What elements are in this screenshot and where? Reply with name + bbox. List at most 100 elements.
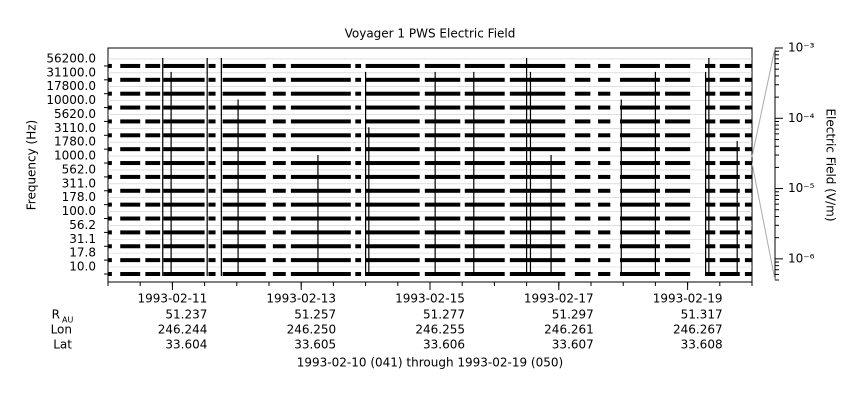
data-band <box>120 77 141 82</box>
data-band <box>598 91 611 96</box>
data-band <box>290 216 351 221</box>
data-band <box>365 77 420 82</box>
data-band <box>163 216 205 221</box>
data-band <box>208 174 216 179</box>
data-band <box>665 174 691 179</box>
data-band <box>120 188 141 193</box>
data-band <box>464 77 505 82</box>
data-band <box>222 147 266 152</box>
data-band <box>145 174 161 179</box>
data-band <box>120 202 141 207</box>
data-band <box>509 63 566 68</box>
data-band <box>222 105 266 110</box>
data-band <box>464 272 505 276</box>
data-band <box>744 272 752 276</box>
data-band <box>355 161 362 166</box>
data-band <box>120 272 141 276</box>
data-band <box>509 77 566 82</box>
data-band <box>598 133 611 138</box>
data-band <box>598 258 611 263</box>
data-band <box>665 216 691 221</box>
data-band <box>163 230 205 235</box>
data-band <box>145 105 161 110</box>
data-band <box>290 147 351 152</box>
data-band <box>665 63 691 68</box>
data-band <box>208 188 216 193</box>
data-band <box>290 174 351 179</box>
data-band <box>509 230 566 235</box>
y2-tick-label: 10⁻³ <box>788 41 815 55</box>
data-band <box>290 230 351 235</box>
data-band <box>272 105 286 110</box>
data-band <box>222 258 266 263</box>
data-band <box>574 147 591 152</box>
data-band <box>719 147 740 152</box>
data-band <box>464 188 505 193</box>
data-band <box>108 91 112 96</box>
y2-tick-label: 10⁻⁴ <box>788 111 815 125</box>
ephemeris-value: 33.604 <box>165 338 207 352</box>
data-band <box>574 105 591 110</box>
data-band <box>355 202 362 207</box>
data-band <box>108 147 112 152</box>
data-band <box>424 244 461 249</box>
data-band <box>719 91 740 96</box>
data-band <box>619 202 660 207</box>
ephemeris-value: 51.237 <box>165 308 207 322</box>
data-band <box>719 230 740 235</box>
connector <box>751 162 776 281</box>
data-band <box>744 244 752 249</box>
data-band <box>665 230 691 235</box>
data-band <box>424 91 461 96</box>
data-band <box>509 147 566 152</box>
data-band <box>574 202 591 207</box>
data-band <box>665 119 691 124</box>
data-band <box>272 91 286 96</box>
data-band <box>222 174 266 179</box>
data-band <box>108 174 112 179</box>
ephemeris-value: 51.257 <box>294 308 336 322</box>
data-band <box>619 161 660 166</box>
data-band <box>719 258 740 263</box>
data-band <box>163 272 205 276</box>
data-band <box>619 119 660 124</box>
data-band <box>163 119 205 124</box>
data-band <box>619 230 660 235</box>
data-band <box>108 188 112 193</box>
data-band <box>108 161 112 166</box>
data-band <box>574 230 591 235</box>
data-band <box>355 258 362 263</box>
data-band <box>704 77 716 82</box>
data-band <box>108 216 112 221</box>
data-band <box>464 174 505 179</box>
data-band <box>464 244 505 249</box>
data-band <box>665 202 691 207</box>
data-band <box>665 91 691 96</box>
data-band <box>574 63 591 68</box>
ephemeris-value: 51.297 <box>552 308 594 322</box>
data-band <box>365 147 420 152</box>
data-band <box>208 63 216 68</box>
y-tick-label: 1000.0 <box>54 149 96 163</box>
y-axis-label: Frequency (Hz) <box>25 120 39 211</box>
data-band <box>208 216 216 221</box>
y-tick-label: 31.1 <box>69 232 96 246</box>
data-band <box>665 147 691 152</box>
data-band <box>222 119 266 124</box>
data-band <box>272 272 286 276</box>
data-band <box>598 216 611 221</box>
connector <box>751 47 776 158</box>
data-band <box>704 105 716 110</box>
data-band <box>619 77 660 82</box>
data-band <box>704 119 716 124</box>
data-band <box>464 202 505 207</box>
data-band <box>290 105 351 110</box>
data-band <box>290 77 351 82</box>
data-band <box>290 119 351 124</box>
data-band <box>208 272 216 276</box>
data-band <box>719 272 740 276</box>
data-band <box>744 230 752 235</box>
data-band <box>145 258 161 263</box>
data-band <box>208 258 216 263</box>
data-band <box>145 230 161 235</box>
